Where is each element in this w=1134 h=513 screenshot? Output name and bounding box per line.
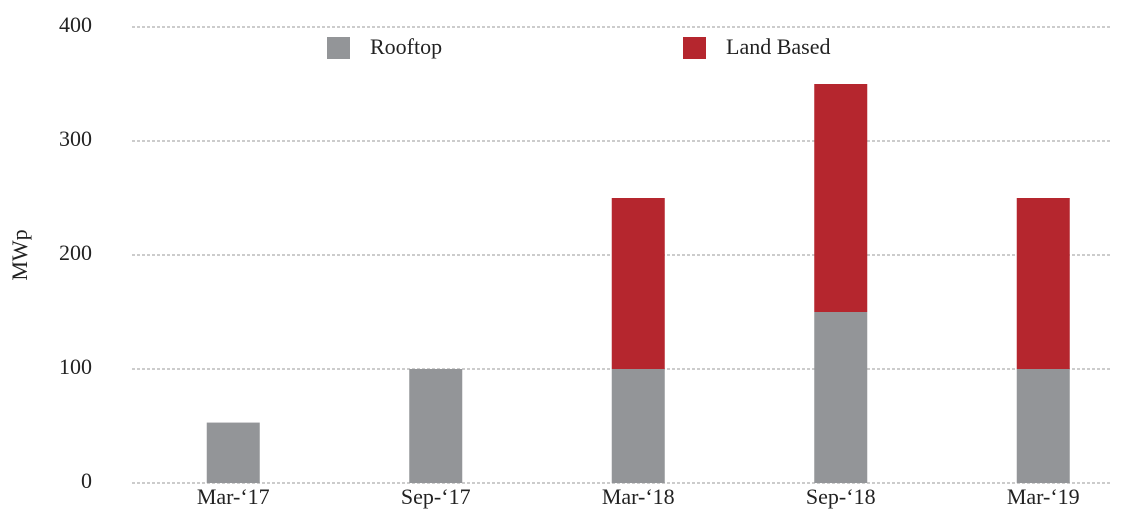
y-tick-label: 0 — [81, 468, 92, 493]
bar-segment — [206, 422, 260, 483]
x-tick-label: Sep-‘18 — [806, 484, 876, 509]
bar-segment — [814, 312, 868, 483]
bar-segment — [611, 198, 665, 369]
x-tick-label: Mar-‘19 — [1007, 484, 1080, 509]
y-tick-label: 400 — [59, 12, 92, 37]
legend-label: Land Based — [726, 34, 830, 59]
legend-swatch — [683, 37, 706, 59]
y-axis-label: MWp — [7, 229, 32, 280]
y-tick-label: 300 — [59, 126, 92, 151]
x-tick-label: Mar-‘17 — [197, 484, 270, 509]
bar-segment — [409, 369, 463, 483]
legend-label: Rooftop — [370, 34, 442, 59]
bar-segment — [1016, 369, 1070, 483]
x-tick-label: Sep-‘17 — [401, 484, 471, 509]
bar-segment — [814, 84, 868, 312]
y-tick-label: 100 — [59, 354, 92, 379]
bar-segment — [611, 369, 665, 483]
legend-swatch — [327, 37, 350, 59]
bar-segment — [1016, 198, 1070, 369]
y-tick-label: 200 — [59, 240, 92, 265]
x-tick-label: Mar-‘18 — [602, 484, 675, 509]
